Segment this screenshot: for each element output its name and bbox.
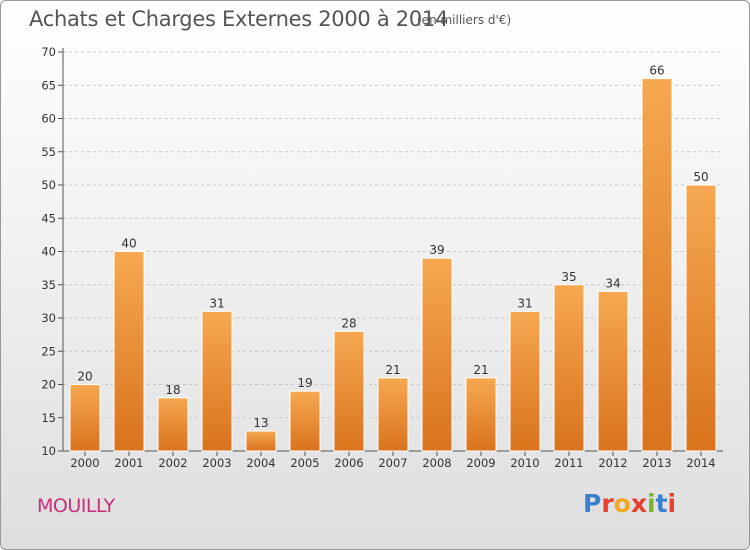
logo-letter: x [630,489,647,518]
value-label-2000: 20 [77,370,92,384]
y-tick-label: 55 [41,145,56,159]
x-tick-label: 2002 [158,456,187,470]
value-label-2012: 34 [605,276,620,290]
value-label-2008: 39 [429,243,444,257]
y-tick-label: 35 [41,278,56,292]
y-tick-label: 45 [41,211,56,225]
x-tick-label: 2011 [554,456,583,470]
commune-name: MOUILLY [37,495,115,517]
y-tick-label: 50 [41,178,56,192]
x-tick-label: 2000 [70,456,99,470]
bar-2001 [113,251,145,452]
bar-2010 [509,310,541,452]
chart-title: Achats et Charges Externes 2000 à 2014 [29,7,449,31]
y-tick-label: 10 [41,444,56,458]
value-label-2013: 66 [649,64,664,78]
bar-2002 [157,397,189,452]
proxiti-logo[interactable]: Proxiti [583,489,676,518]
bar-2012 [597,290,629,452]
y-tick-label: 65 [41,78,56,92]
value-label-2009: 21 [473,363,488,377]
y-tick-label: 15 [41,411,56,425]
x-tick-label: 2014 [686,456,715,470]
logo-letter: t [655,489,668,518]
value-label-2011: 35 [561,270,576,284]
chart-unit: (en milliers d'€) [417,13,512,27]
bar-2013 [641,78,673,452]
value-label-2005: 19 [297,376,312,390]
y-tick-label: 60 [41,112,56,126]
value-label-2007: 21 [385,363,400,377]
x-tick-label: 2013 [642,456,671,470]
bar-2000 [69,384,101,452]
x-tick-label: 2008 [422,456,451,470]
y-tick-label: 70 [41,45,56,59]
value-label-2006: 28 [341,316,356,330]
x-tick-label: 2003 [202,456,231,470]
bar-2008 [421,257,453,452]
x-tick-label: 2006 [334,456,363,470]
value-label-2003: 31 [209,296,224,310]
value-label-2004: 13 [253,416,268,430]
bar-2009 [465,377,497,452]
x-tick-label: 2012 [598,456,627,470]
x-tick-label: 2010 [510,456,539,470]
bar-2011 [553,284,585,452]
value-label-2001: 40 [121,237,136,251]
x-tick-label: 2007 [378,456,407,470]
logo-letter: i [667,489,677,518]
y-tick-label: 20 [41,378,56,392]
logo-letter: r [601,489,614,518]
value-label-2002: 18 [165,383,180,397]
x-tick-label: 2009 [466,456,495,470]
logo-letter: P [583,489,602,518]
x-tick-label: 2004 [246,456,275,470]
value-label-2010: 31 [517,296,532,310]
bar-2014 [685,184,717,452]
y-tick-label: 25 [41,344,56,358]
x-tick-label: 2001 [114,456,143,470]
y-tick-label: 30 [41,311,56,325]
y-tick-label: 40 [41,245,56,259]
bar-2006 [333,330,365,452]
bar-2004 [245,430,277,452]
bar-2007 [377,377,409,452]
x-tick-label: 2005 [290,456,319,470]
value-labels: 20 40 18 31 13 19 28 21 39 21 31 35 34 66 50 [77,64,708,430]
bars [69,78,717,452]
logo-letter: o [613,489,631,518]
value-label-2014: 50 [693,170,708,184]
logo-letter: i [647,489,656,518]
bar-2005 [289,390,321,452]
bar-2003 [201,310,233,452]
